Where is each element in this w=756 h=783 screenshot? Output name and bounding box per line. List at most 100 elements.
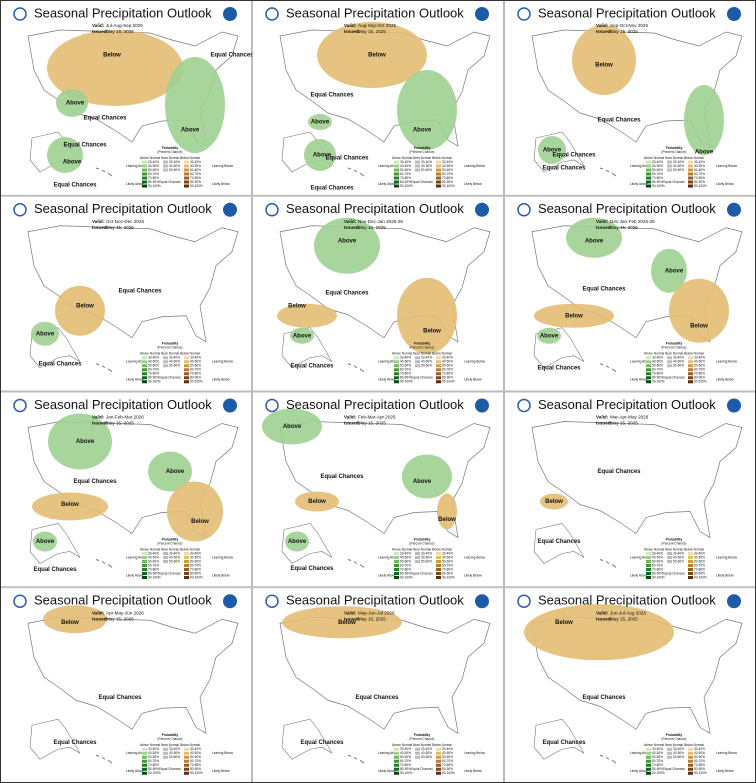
legend-left: Leaning Above	[378, 555, 399, 559]
legend-range: 70-80%	[148, 372, 159, 376]
legend-swatch	[688, 184, 693, 188]
legend-swatch	[688, 364, 693, 368]
region-label: Equal Chances	[210, 53, 254, 59]
nws-logo	[265, 203, 279, 217]
legend-swatch	[394, 356, 399, 360]
legend-range: 50-60%	[400, 559, 411, 563]
region-label: Equal Chances	[118, 288, 162, 294]
legend-swatch	[688, 368, 693, 372]
valid-label: Valid:	[92, 610, 105, 615]
legend-middle: Equal Chances	[411, 571, 433, 575]
outlook-panel: Above Above Equal Chances Below Below Above Eq…	[504, 195, 756, 392]
legend: Probability(Percent Chance) Above Normal N…	[630, 537, 738, 579]
legend-range: 33-40%	[169, 747, 180, 751]
legend-left: Likely Above	[378, 378, 396, 382]
legend-right: Likely Below	[464, 378, 482, 382]
legend-range: 60-70%	[652, 563, 663, 567]
legend-swatch	[436, 576, 441, 579]
legend-range: 40-50%	[169, 751, 180, 755]
noaa-logo	[475, 202, 489, 217]
legend-swatch	[142, 164, 147, 168]
legend-swatch	[394, 360, 399, 364]
legend-swatch	[688, 176, 693, 180]
issued-date: May 15, 2025	[358, 616, 386, 621]
legend-range: 33-40%	[169, 551, 180, 555]
legend-column: Above Normal	[644, 352, 664, 356]
legend-range: 33-40%	[148, 551, 159, 555]
region-label: Equal Chances	[38, 361, 82, 367]
legend-swatch	[394, 552, 399, 555]
noaa-logo	[727, 398, 741, 413]
panel-title: Seasonal Precipitation Outlook	[286, 593, 464, 608]
legend-swatch	[184, 372, 189, 376]
legend-range: 70-80%	[400, 763, 411, 767]
legend-range: 40-50%	[652, 751, 663, 755]
region-label: Below	[690, 323, 708, 329]
noaa-logo	[727, 7, 741, 21]
legend-title: Probability	[666, 537, 683, 541]
alaska-outline	[281, 718, 333, 760]
legend-swatch	[436, 364, 441, 368]
outlook-area	[308, 114, 332, 130]
legend: Probability(Percent Chance) Above Normal N…	[126, 146, 234, 188]
legend-range: 80-90%	[442, 376, 453, 380]
legend-range: 60-70%	[148, 172, 159, 176]
outlook-area	[48, 413, 112, 470]
legend-range: 70-80%	[190, 372, 201, 376]
legend-range: 40-50%	[421, 751, 432, 755]
legend-column: Above Normal	[644, 743, 664, 747]
region-label: Above	[293, 333, 312, 339]
legend-range: 33-40%	[421, 551, 432, 555]
region-label: Above	[543, 148, 562, 154]
legend-swatch	[184, 576, 189, 579]
legend-swatch	[688, 168, 693, 172]
legend-column: Above Normal	[644, 547, 664, 551]
legend-swatch	[163, 160, 168, 164]
legend-swatch	[184, 759, 189, 763]
legend-swatch	[142, 356, 147, 360]
legend-range: 40-50%	[673, 751, 684, 755]
region-label: Below	[191, 519, 209, 525]
legend-left: Likely Above	[126, 573, 144, 577]
legend-swatch	[142, 376, 147, 380]
legend-range: 40-50%	[148, 555, 159, 559]
us-outline	[531, 421, 743, 539]
legend-range: 70-80%	[190, 176, 201, 180]
legend-range: 70-80%	[694, 567, 705, 571]
legend-swatch	[184, 364, 189, 368]
legend-range: 50-60%	[148, 168, 159, 172]
legend-range: 50-60%	[400, 755, 411, 759]
legend-range: 50-60%	[652, 559, 663, 563]
noaa-logo	[475, 594, 489, 609]
issued-label: Issued:	[92, 29, 109, 34]
legend: Probability(Percent Chance) Above Normal N…	[630, 342, 738, 384]
region-label: Below	[103, 53, 121, 59]
nws-logo	[13, 7, 27, 21]
legend-range: 33-40%	[169, 356, 180, 360]
issued-date: May 15, 2025	[358, 421, 386, 426]
us-outline	[27, 616, 239, 734]
legend-column: Near Normal	[413, 156, 431, 160]
valid-period: Sep-Oct-Nov 2025	[610, 23, 648, 28]
legend-swatch	[667, 755, 672, 759]
legend-range: 80-90%	[694, 180, 705, 184]
region-label: Above	[338, 238, 357, 244]
legend-range: 33-40%	[694, 747, 705, 751]
legend-range: 60-70%	[442, 563, 453, 567]
legend-swatch	[646, 576, 651, 579]
legend-middle: Equal Chances	[159, 180, 181, 184]
region-label: Below	[288, 303, 306, 309]
legend-swatch	[142, 755, 147, 759]
legend-middle: Equal Chances	[159, 767, 181, 771]
issued-label: Issued:	[344, 225, 361, 230]
outlook-area	[32, 492, 108, 521]
outlook-area	[31, 321, 59, 346]
legend-swatch	[646, 747, 651, 751]
outlook-area	[47, 137, 83, 173]
legend-swatch	[688, 172, 693, 176]
outlook-area	[538, 136, 566, 164]
alaska-outline	[533, 718, 585, 760]
legend-right: Likely Below	[716, 573, 734, 577]
legend-right: Leaning Below	[464, 164, 486, 168]
legend-column: Near Normal	[413, 547, 431, 551]
